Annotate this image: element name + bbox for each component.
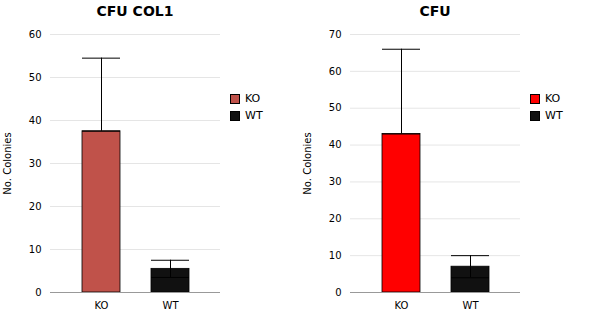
svg-text:WT: WT xyxy=(163,300,180,311)
svg-text:50: 50 xyxy=(29,72,42,83)
svg-text:No. Colonies: No. Colonies xyxy=(302,132,313,194)
svg-text:60: 60 xyxy=(329,66,342,77)
svg-text:50: 50 xyxy=(329,102,342,113)
svg-text:No. Colonies: No. Colonies xyxy=(2,132,13,194)
svg-text:20: 20 xyxy=(329,213,342,224)
svg-text:30: 30 xyxy=(29,158,42,169)
svg-text:0: 0 xyxy=(335,287,341,298)
svg-text:40: 40 xyxy=(329,139,342,150)
svg-text:30: 30 xyxy=(329,176,342,187)
svg-text:40: 40 xyxy=(29,115,42,126)
svg-text:0: 0 xyxy=(35,287,41,298)
svg-text:WT: WT xyxy=(463,300,480,311)
svg-text:20: 20 xyxy=(29,201,42,212)
html-text:KO: KO xyxy=(245,92,261,105)
svg-text:10: 10 xyxy=(29,244,42,255)
svg-text:KO: KO xyxy=(395,300,409,311)
svg-text:KO: KO xyxy=(95,300,109,311)
html-text:WT: WT xyxy=(245,109,263,122)
html-text:CFU COL1: CFU COL1 xyxy=(96,3,174,19)
html-text:WT: WT xyxy=(545,109,563,122)
svg-text:10: 10 xyxy=(329,250,342,261)
svg-text:70: 70 xyxy=(329,29,342,40)
svg-text:60: 60 xyxy=(29,29,42,40)
html-text:KO: KO xyxy=(545,92,561,105)
html-text:CFU: CFU xyxy=(419,3,451,19)
